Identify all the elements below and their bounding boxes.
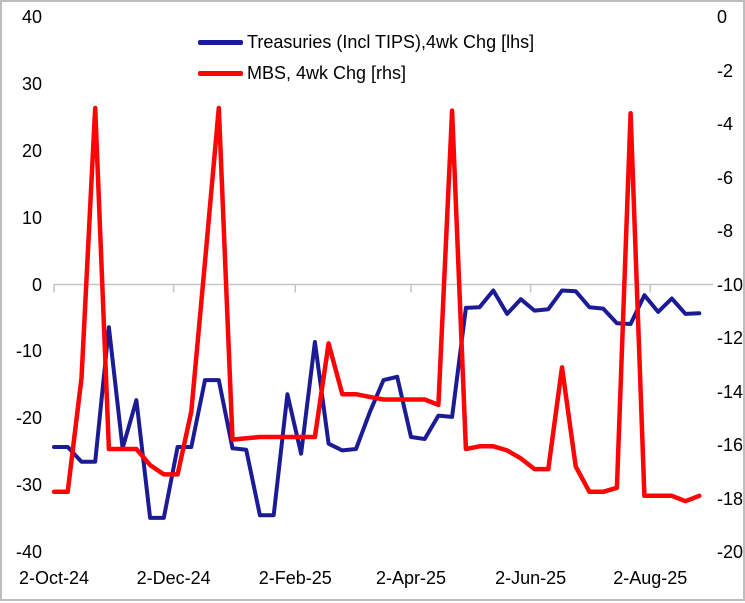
legend-item-treasuries: Treasuries (Incl TIPS),4wk Chg [lhs] [198, 32, 534, 52]
axis-tick-label: 2-Feb-25 [258, 568, 332, 588]
legend-item-mbs: MBS, 4wk Chg [rhs] [198, 63, 534, 83]
axis-tick-label: -2 [717, 60, 734, 81]
axis-tick-label: -12 [717, 328, 744, 348]
axis-tick-label: 2-Apr-25 [375, 568, 446, 588]
axis-tick-label: 0 [717, 7, 728, 27]
legend: Treasuries (Incl TIPS),4wk Chg [lhs] MBS… [198, 32, 534, 83]
series-line-treasuries [52, 288, 702, 520]
axis-tick-label: 20 [21, 140, 42, 161]
axis-tick-label: 30 [21, 73, 42, 94]
axis-tick-label: -14 [717, 381, 744, 402]
axis-tick-label: -20 [717, 542, 744, 562]
axis-tick-label: 0 [31, 274, 42, 295]
legend-line-swatch-mbs [198, 70, 243, 76]
axis-tick-label: -4 [717, 114, 734, 134]
axis-tick-label: -10 [717, 274, 744, 295]
axis-tick-label: -10 [15, 341, 42, 362]
axis-tick-label: -20 [15, 408, 42, 429]
series-line-mbs [51, 105, 702, 504]
axis-tick-label: -16 [717, 435, 744, 455]
axis-tick-label: -8 [717, 221, 734, 241]
axis-tick-label: 2-Dec-24 [136, 568, 211, 588]
legend-label-treasuries: Treasuries (Incl TIPS),4wk Chg [lhs] [247, 32, 535, 52]
axis-tick-label: -6 [717, 167, 734, 188]
axis-tick-label: 40 [21, 7, 42, 27]
axis-tick-label: 10 [21, 207, 42, 228]
legend-label-mbs: MBS, 4wk Chg [rhs] [247, 63, 407, 83]
axis-tick-label: 2-Oct-24 [18, 568, 90, 588]
axis-tick-label: -18 [717, 488, 744, 509]
axis-tick-label: 2-Aug-25 [613, 568, 688, 588]
axis-tick-label: -30 [15, 475, 42, 496]
axis-tick-label: 2-Jun-25 [495, 568, 567, 588]
axis-tick-label: -40 [15, 542, 42, 562]
legend-line-swatch-treasuries [198, 39, 243, 45]
